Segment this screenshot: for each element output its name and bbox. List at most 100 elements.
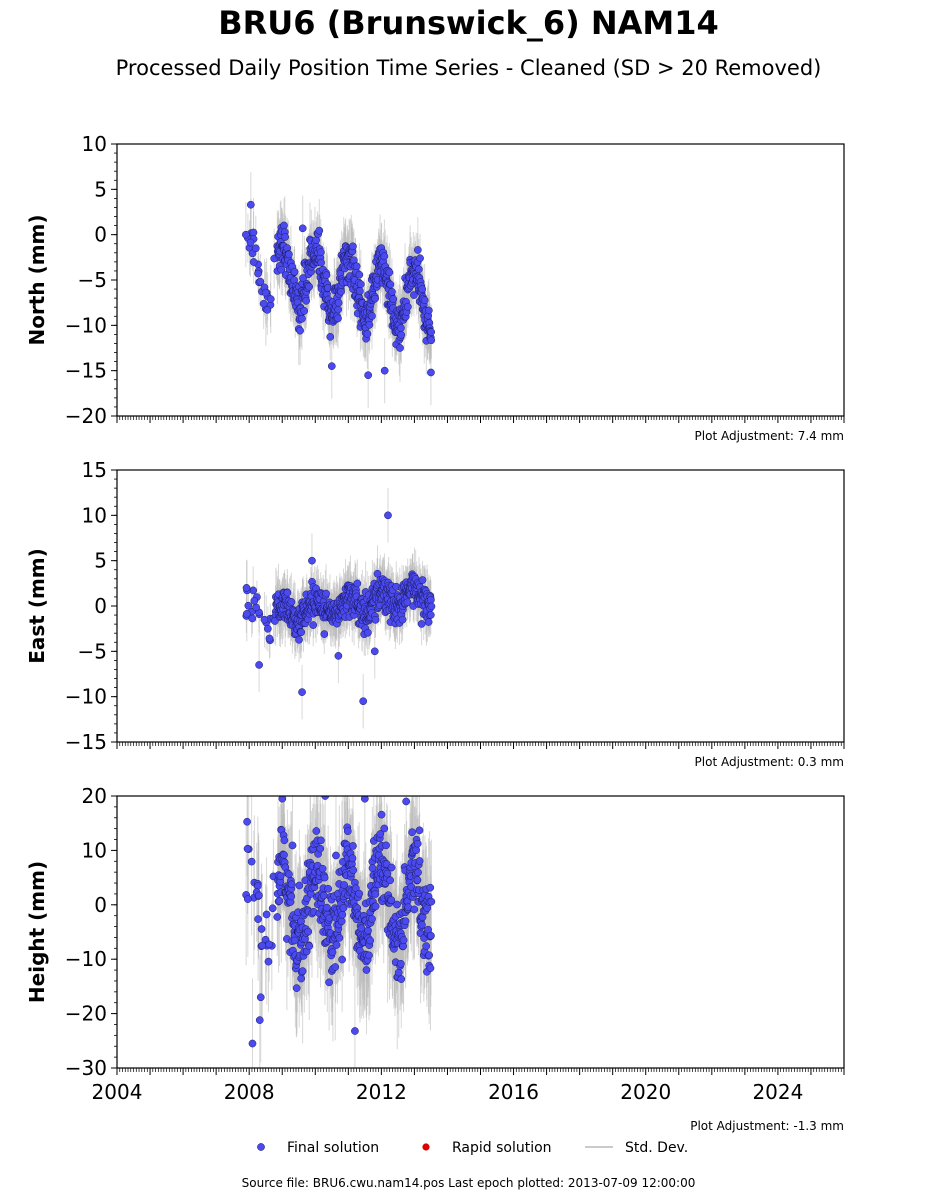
final-solution-point <box>386 269 393 276</box>
final-solution-point <box>349 842 356 849</box>
final-solution-point <box>364 927 371 934</box>
final-solution-point <box>274 913 281 920</box>
final-solution-point <box>414 246 421 253</box>
final-solution-point <box>423 942 430 949</box>
final-solution-point <box>295 636 302 643</box>
final-solution-point <box>243 584 250 591</box>
final-solution-point <box>388 288 395 295</box>
final-solution-point <box>415 266 422 273</box>
final-solution-point <box>250 258 257 265</box>
final-solution-point <box>427 965 434 972</box>
x-axis: 2004 2008 2012 2016 2020 2024 <box>92 1068 844 1104</box>
final-solution-point <box>298 315 305 322</box>
final-solution-point <box>325 979 332 986</box>
final-solution-point <box>291 268 298 275</box>
y-axis: 1050−5−10−15−20 <box>65 132 117 428</box>
final-solution-point <box>349 855 356 862</box>
legend-final-marker <box>257 1143 264 1150</box>
y-tick-label: −10 <box>65 685 107 709</box>
final-solution-point <box>364 629 371 636</box>
final-solution-point <box>261 616 268 623</box>
x-tick-label: 2012 <box>356 1080 407 1104</box>
final-solution-point <box>344 828 351 835</box>
y-tick-label: −15 <box>65 730 107 754</box>
final-solution-point <box>372 890 379 897</box>
final-solution-point <box>418 921 425 928</box>
panel-north: 1050−5−10−15−20North (mm)Plot Adjustment… <box>25 132 844 443</box>
final-solution-point <box>320 892 327 899</box>
final-solution-point <box>288 881 295 888</box>
final-solution-point <box>421 297 428 304</box>
final-solution-point <box>310 621 317 628</box>
final-solution-point <box>402 918 409 925</box>
final-solution-point <box>252 245 259 252</box>
x-tick-label: 2016 <box>488 1080 539 1104</box>
final-solution-point <box>427 596 434 603</box>
y-tick-label: 10 <box>82 132 107 156</box>
final-solution-point <box>356 890 363 897</box>
x-tick-label: 2004 <box>92 1080 143 1104</box>
final-solution-point <box>308 557 315 564</box>
final-solution-point <box>353 263 360 270</box>
final-solution-point <box>247 201 254 208</box>
final-solution-point <box>351 1027 358 1034</box>
y-axis-label: North (mm) <box>25 214 49 345</box>
final-solution-point <box>317 845 324 852</box>
final-solution-point <box>372 616 379 623</box>
final-solution-point <box>323 904 330 911</box>
final-solution-point <box>388 864 395 871</box>
final-solution-point <box>267 295 274 302</box>
final-solution-point <box>325 885 332 892</box>
plot-adjustment-note: Plot Adjustment: -1.3 mm <box>690 1119 844 1133</box>
final-solution-point <box>381 253 388 260</box>
y-axis-label: Height (mm) <box>25 861 49 1003</box>
final-solution-point <box>291 937 298 944</box>
final-solution-point <box>428 328 435 335</box>
legend-rapid-label: Rapid solution <box>452 1140 552 1156</box>
legend: Final solution Rapid solution Std. Dev. <box>257 1140 688 1156</box>
final-solution-point <box>368 312 375 319</box>
final-solution-point <box>371 648 378 655</box>
final-solution-point <box>284 589 291 596</box>
y-tick-label: 10 <box>82 503 107 527</box>
final-solution-point <box>366 321 373 328</box>
final-solution-point <box>299 225 306 232</box>
final-solution-point <box>244 845 251 852</box>
final-solution-point <box>357 281 364 288</box>
final-solution-point <box>339 911 346 918</box>
final-solution-point <box>338 918 345 925</box>
y-tick-label: −5 <box>78 268 107 292</box>
final-solution-point <box>317 837 324 844</box>
final-solution-point <box>257 278 264 285</box>
final-solution-point <box>419 914 426 921</box>
y-tick-label: −20 <box>65 1002 107 1026</box>
x-tick-label: 2020 <box>620 1080 671 1104</box>
final-solution-point <box>280 222 287 229</box>
final-solution-point <box>363 966 370 973</box>
final-solution-point <box>303 297 310 304</box>
x-tick-label: 2024 <box>752 1080 803 1104</box>
final-solution-point <box>321 630 328 637</box>
final-solution-point <box>301 307 308 314</box>
x-axis <box>117 742 844 749</box>
legend-rapid-marker <box>422 1143 429 1150</box>
final-solution-point <box>427 611 434 618</box>
final-solution-point <box>382 842 389 849</box>
final-solution-point <box>306 942 313 949</box>
final-solution-point <box>426 952 433 959</box>
final-solution-point <box>400 937 407 944</box>
legend-final-label: Final solution <box>287 1140 379 1156</box>
final-solution-point <box>264 625 271 632</box>
panel-plot-area <box>243 488 435 728</box>
final-solution-point <box>245 602 252 609</box>
y-tick-label: 5 <box>94 549 107 573</box>
final-solution-point <box>254 270 261 277</box>
final-solution-point <box>329 949 336 956</box>
panel-frame <box>117 796 844 1068</box>
final-solution-point <box>288 893 295 900</box>
final-solution-point <box>242 231 249 238</box>
final-solution-point <box>381 367 388 374</box>
final-solution-point <box>280 851 287 858</box>
final-solution-point <box>390 296 397 303</box>
